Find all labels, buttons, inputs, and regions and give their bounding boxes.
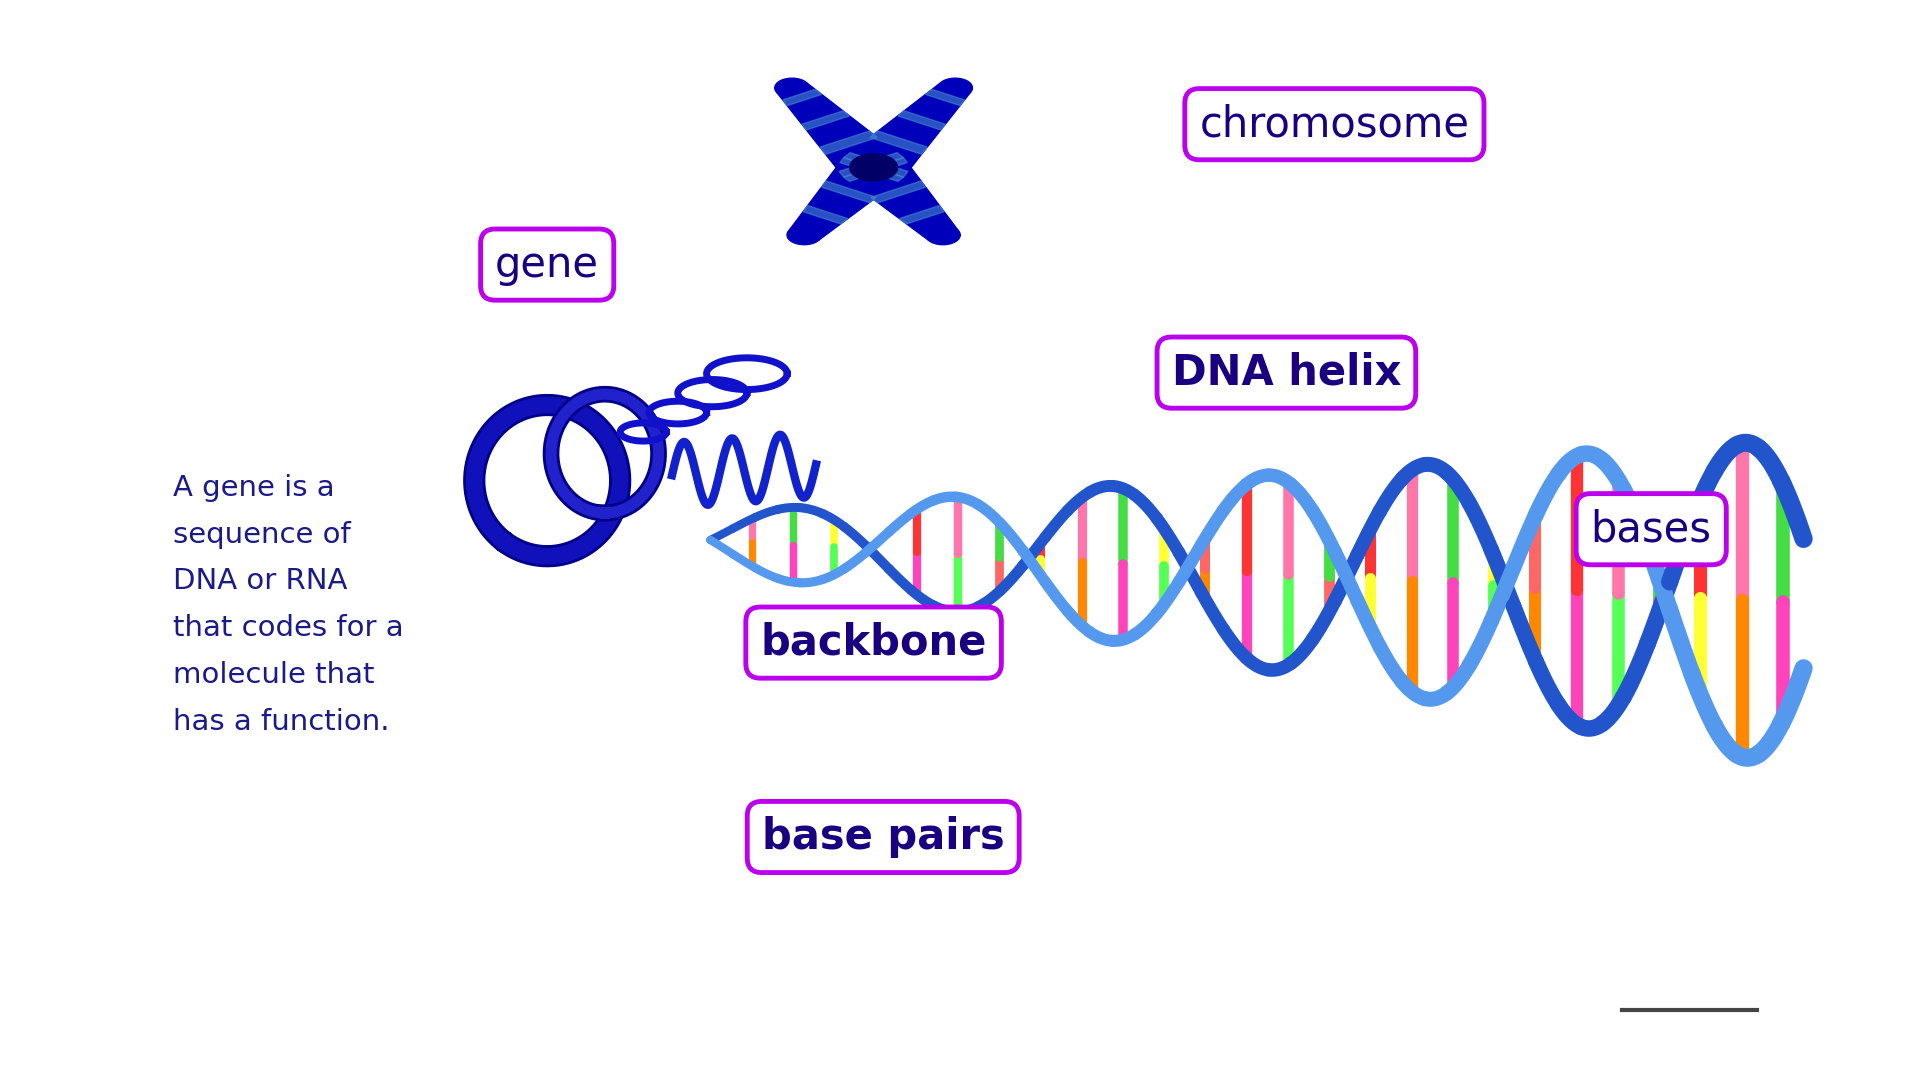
- Polygon shape: [778, 83, 904, 177]
- Text: A gene is a
sequence of
DNA or RNA
that codes for a
molecule that
has a function: A gene is a sequence of DNA or RNA that …: [173, 474, 403, 735]
- Polygon shape: [843, 158, 908, 181]
- Polygon shape: [843, 158, 958, 240]
- Polygon shape: [899, 111, 945, 130]
- Polygon shape: [787, 230, 820, 245]
- Polygon shape: [820, 131, 877, 154]
- Text: base pairs: base pairs: [762, 816, 1004, 858]
- Text: bases: bases: [1590, 509, 1713, 550]
- Polygon shape: [843, 152, 908, 177]
- Polygon shape: [839, 152, 904, 177]
- Polygon shape: [870, 131, 927, 154]
- Polygon shape: [843, 83, 970, 177]
- Text: chromosome: chromosome: [1200, 104, 1469, 145]
- Text: DNA helix: DNA helix: [1171, 352, 1402, 393]
- Polygon shape: [941, 78, 972, 93]
- Polygon shape: [776, 78, 806, 93]
- Polygon shape: [925, 90, 964, 106]
- Polygon shape: [899, 205, 945, 224]
- Polygon shape: [839, 158, 904, 181]
- Polygon shape: [927, 230, 960, 245]
- Polygon shape: [783, 90, 822, 106]
- Polygon shape: [803, 111, 849, 130]
- Polygon shape: [872, 181, 925, 203]
- Polygon shape: [803, 205, 849, 224]
- Ellipse shape: [849, 153, 899, 180]
- Text: gene: gene: [495, 244, 599, 285]
- Polygon shape: [789, 158, 904, 240]
- Polygon shape: [822, 181, 876, 203]
- Text: backbone: backbone: [760, 622, 987, 663]
